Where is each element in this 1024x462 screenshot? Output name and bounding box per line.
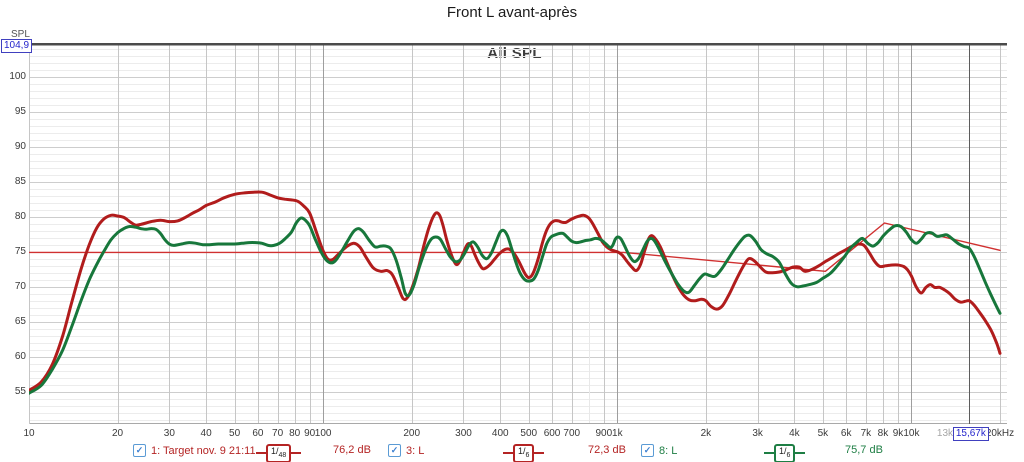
legend-value-8L: 75,7 dB [845,444,883,456]
x-tick-label: 13k [936,428,954,439]
y-tick-label: 100 [9,71,26,83]
gridlines [29,43,1007,424]
y-tick-label: 80 [14,211,26,223]
x-tick-label: 1k [612,428,623,439]
y-tick-label: 75 [14,246,26,258]
legend-label-target[interactable]: 1: Target nov. 9 21:11 [151,444,256,457]
x-tick-label: 3k [752,428,763,439]
x-tick-label: 50 [229,428,241,439]
checkbox-target[interactable]: ✓ [133,444,146,457]
x-tick-label: 5k [817,428,829,439]
series-2-trace [29,216,1002,395]
x-tick-label: 9k [892,428,904,439]
trace-line-swatch [795,452,806,455]
x-tick-label: 500 [520,428,538,439]
x-tick-label: 4k [789,428,800,439]
page-title: Front L avant-après [446,4,578,21]
x-tick-label: 300 [455,428,472,439]
x-tick-label: 700 [563,428,581,439]
x-tick-label: 400 [491,428,509,439]
x-tick-label: 10 [23,428,35,439]
trace-line-swatch [256,452,266,455]
checkbox-8L[interactable]: ✓ [641,444,654,457]
y-tick-label: 85 [14,176,26,188]
x-tick-label: 2k [700,428,712,439]
x-tick-label: 30 [163,428,175,439]
x-tick-label: 80 [289,428,301,439]
spl-plot-area[interactable] [29,43,1007,424]
checkbox-3L[interactable]: ✓ [388,444,401,457]
x-tick-label: 40 [200,428,212,439]
trace-line-swatch [503,452,513,455]
legend-label-3L[interactable]: 3: L [406,444,425,457]
x-tick-label: 600 [543,428,561,439]
trace-line-swatch [764,452,774,455]
y-axis-name: SPL [11,29,30,40]
x-tick-label: 60 [252,428,264,439]
cursor-y-readout: 104,9 [1,39,33,53]
x-tick-label: 8k [877,428,889,439]
series-0-trace [29,222,1001,272]
trace-line-swatch [291,452,302,455]
legend-item-3L: ✓ 3: L [388,444,424,457]
y-tick-label: 55 [14,386,26,398]
x-tick-label: 70 [272,428,284,439]
y-tick-label: 90 [14,141,26,153]
y-tick-label: 70 [14,281,26,293]
y-tick-label: 65 [14,316,26,328]
legend-item-8L: ✓ 8: L [641,444,677,457]
x-tick-label: 20kHz [985,428,1015,439]
trace-line-swatch [534,452,545,455]
series-1-trace [29,190,1002,392]
x-tick-label: 90 [304,428,316,439]
x-tick-label: 100 [314,428,332,439]
smoothing-badge-8L[interactable]: 1/6 [764,444,806,462]
legend-value-target: 76,2 dB [333,444,371,456]
y-tick-label: 60 [14,351,26,363]
x-tick-label: 900 [595,428,613,439]
x-tick-label: 10k [903,428,920,439]
y-tick-label: 95 [14,106,26,118]
x-tick-label: 6k [840,428,852,439]
legend-item-target: ✓ 1: Target nov. 9 21:11 [133,444,256,457]
x-tick-label: 200 [403,428,421,439]
smoothing-badge-3L[interactable]: 1/6 [503,444,545,462]
x-tick-label: 7k [860,428,872,439]
x-tick-label: 20 [111,428,124,439]
legend-value-3L: 72,3 dB [588,444,626,456]
legend-label-8L[interactable]: 8: L [659,444,678,457]
cursor-x-readout: 15,67k [952,427,989,441]
smoothing-badge-target[interactable]: 1/48 [256,444,302,462]
